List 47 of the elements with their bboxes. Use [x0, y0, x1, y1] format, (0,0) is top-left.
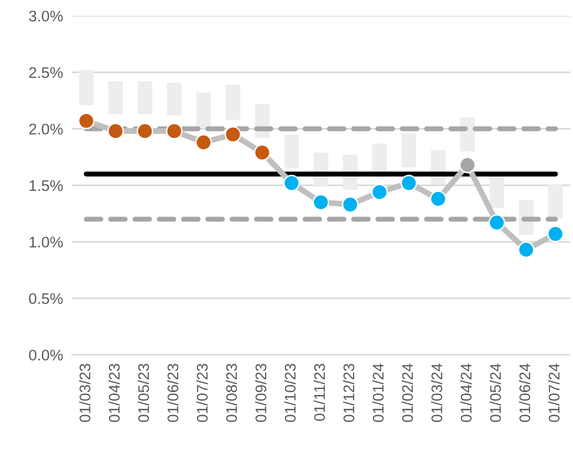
x-tick-label: 01/09/23: [255, 364, 266, 422]
point: [459, 156, 476, 174]
x-tick-label: 01/06/24: [519, 364, 530, 422]
y-tick-label: 0.5%: [29, 293, 63, 304]
point: [224, 126, 242, 143]
x-tick-label: 01/05/24: [490, 364, 501, 422]
y-tick-label: 1.0%: [30, 236, 63, 248]
point: [254, 144, 271, 161]
x-tick-label: 01/07/23: [196, 364, 208, 422]
x-tick-label: 01/07/24: [548, 364, 560, 422]
bar: [402, 133, 416, 168]
x-tick-label: 01/04/24: [460, 364, 472, 422]
point: [312, 194, 330, 211]
bar: [196, 92, 211, 128]
x-tick-label: 01/03/23: [79, 364, 90, 422]
point: [195, 134, 212, 151]
point: [78, 112, 95, 130]
bar: [548, 184, 563, 218]
x-tick-label: 01/02/24: [402, 364, 413, 422]
point: [488, 214, 506, 231]
point: [166, 122, 183, 140]
y-tick-label: 3.0%: [29, 10, 63, 22]
bar: [284, 134, 299, 168]
x-tick-label: 01/01/24: [372, 364, 384, 422]
point: [371, 184, 388, 200]
bar: [78, 70, 94, 106]
point: [547, 226, 564, 242]
y-tick-label: 0.0%: [29, 350, 63, 361]
x-tick-label: 01/08/23: [226, 364, 238, 422]
x-tick-label: 01/05/23: [138, 364, 150, 422]
point: [518, 241, 534, 258]
y-tick-label: 1.5%: [30, 180, 63, 192]
x-tick-label: 01/03/24: [431, 364, 442, 422]
point: [430, 190, 447, 208]
point: [400, 174, 418, 192]
y-tick-label: 2.0%: [29, 124, 63, 135]
y-tick-label: 2.5%: [29, 67, 63, 78]
x-tick-label: 01/11/23: [314, 364, 325, 421]
point: [342, 196, 359, 213]
x-tick-label: 01/06/23: [167, 364, 178, 422]
point: [107, 122, 124, 140]
x-tick-label: 01/12/23: [343, 364, 354, 422]
point: [136, 122, 154, 140]
x-tick-label: 01/04/23: [108, 364, 120, 422]
bar: [460, 118, 475, 152]
x-tick-label: 01/10/23: [284, 364, 296, 422]
point: [283, 174, 300, 192]
